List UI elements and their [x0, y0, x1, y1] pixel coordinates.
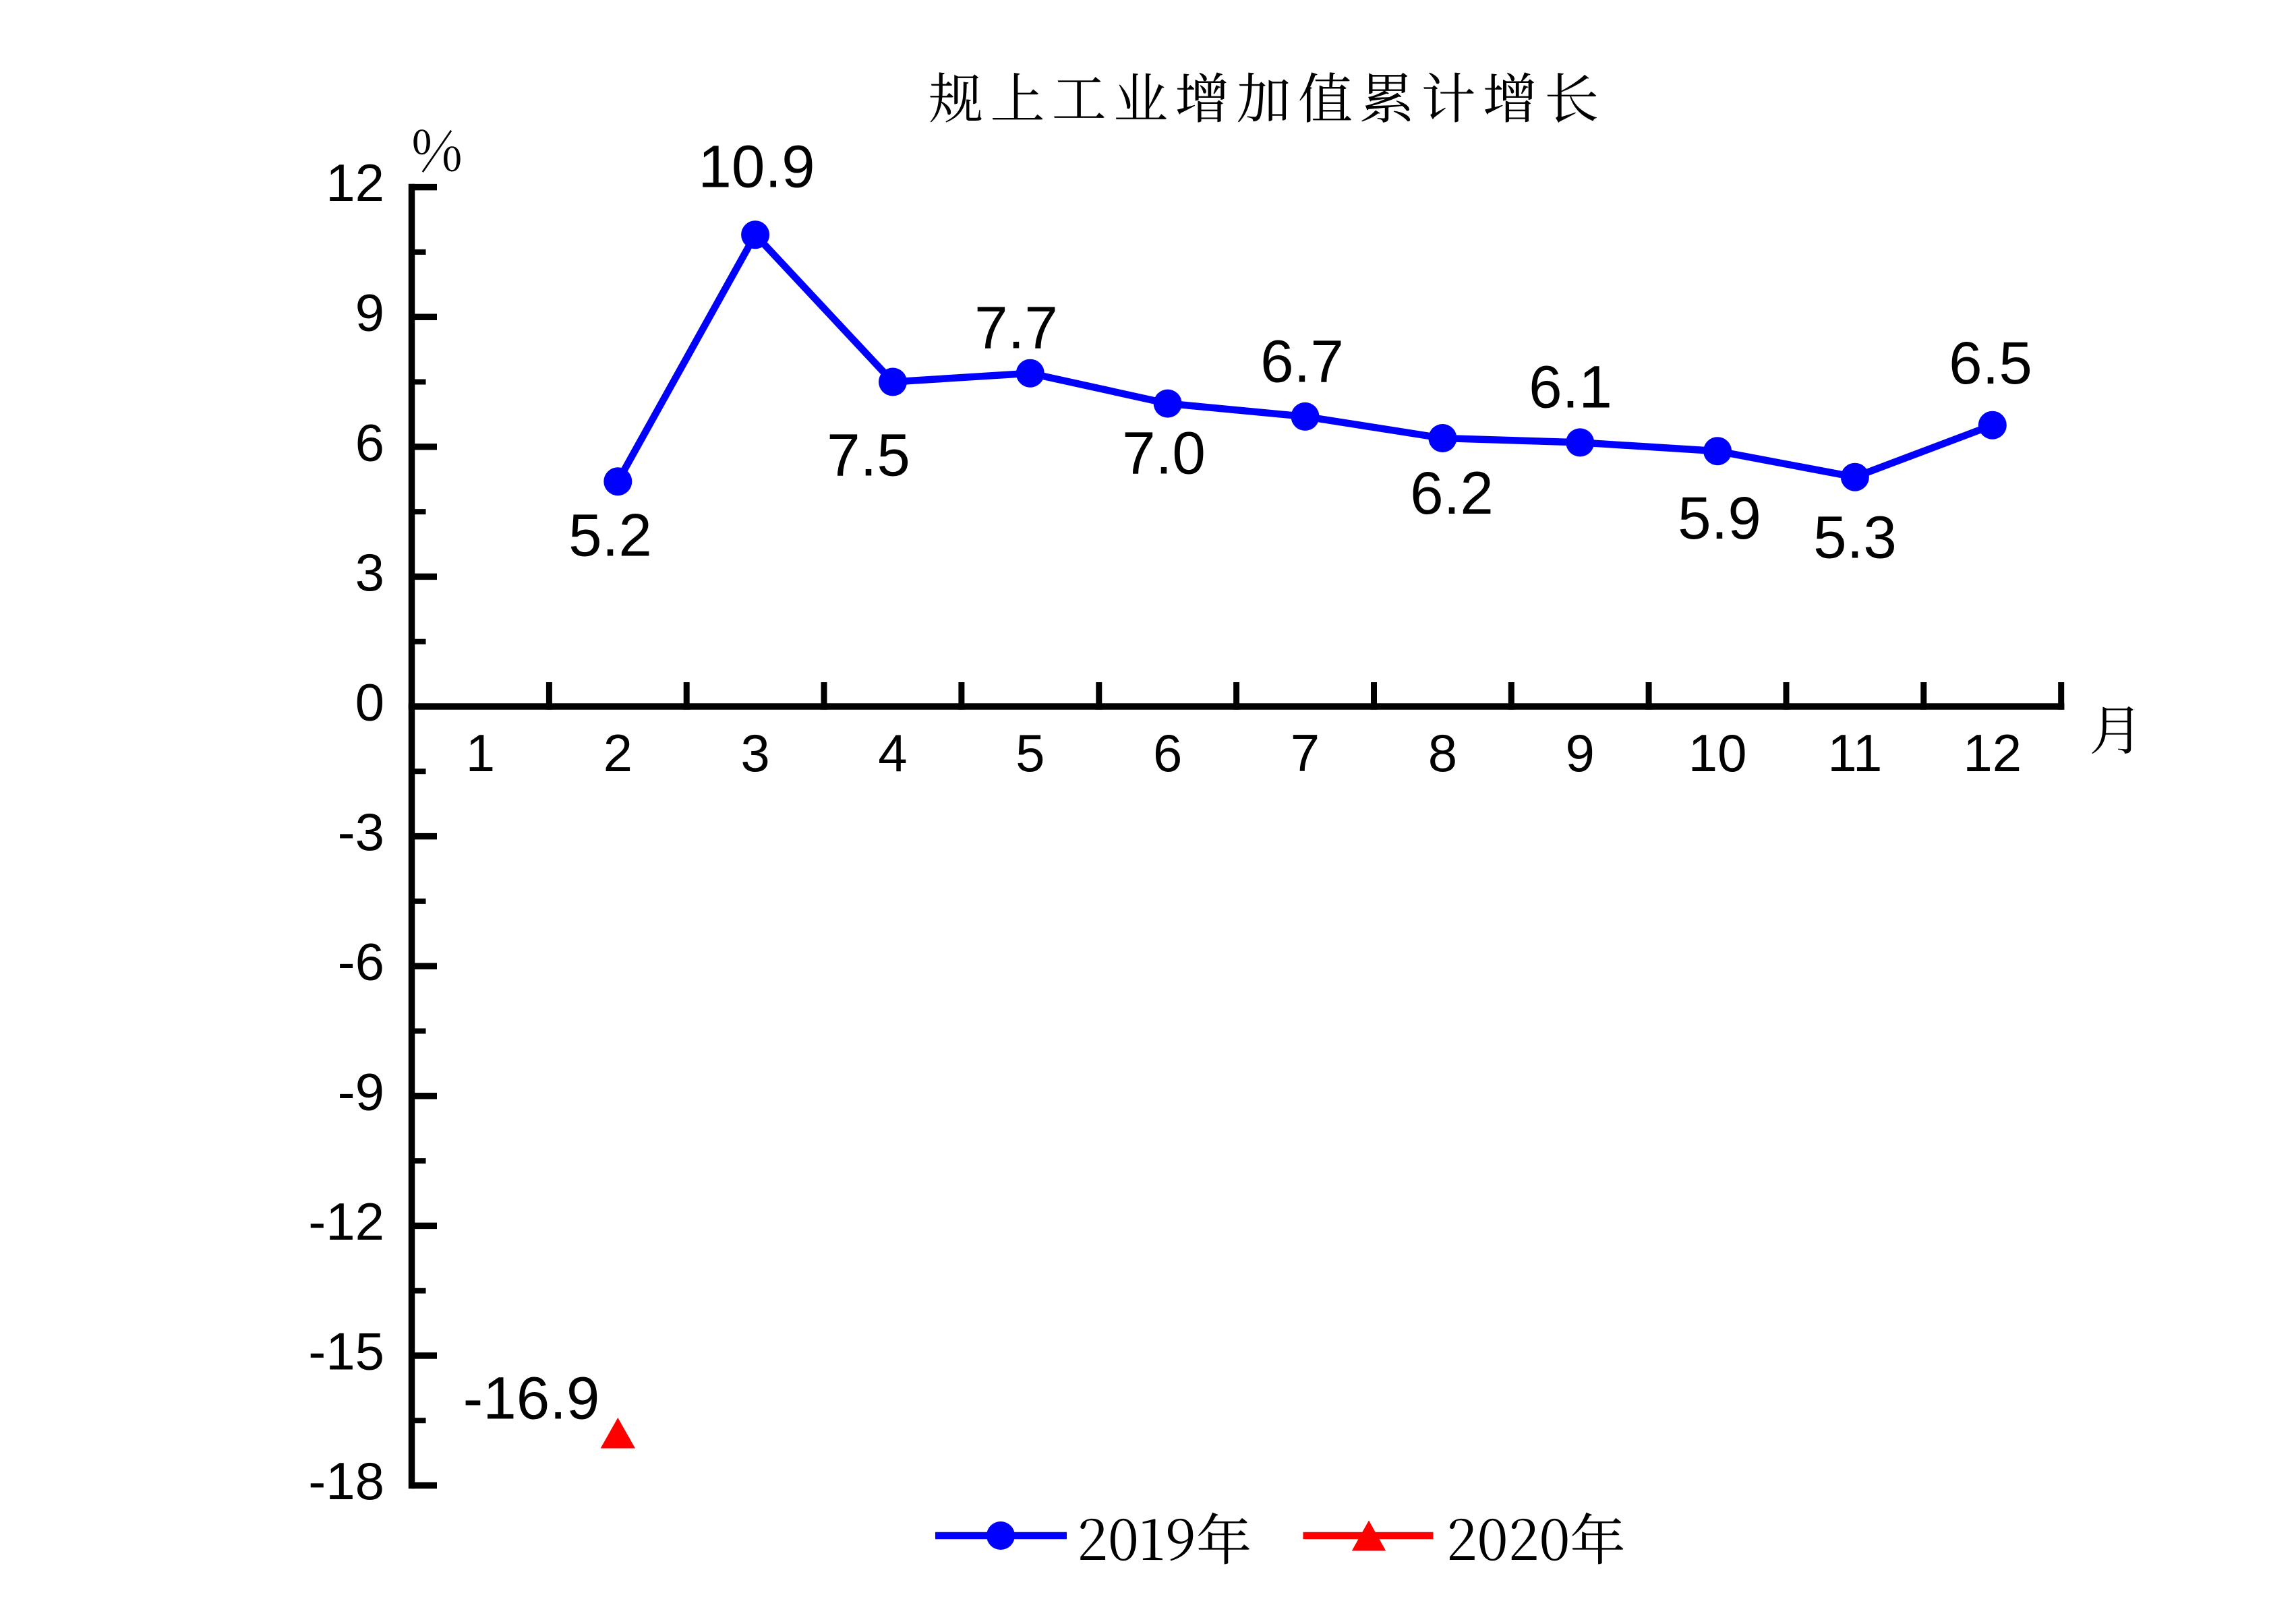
svg-text:4: 4	[878, 723, 907, 783]
svg-text:5: 5	[1015, 723, 1044, 783]
svg-text:-15: -15	[308, 1322, 384, 1381]
svg-text:0: 0	[355, 673, 384, 732]
svg-text:6: 6	[1153, 723, 1182, 783]
svg-text:-16.9: -16.9	[463, 1364, 600, 1432]
svg-text:12: 12	[1963, 723, 2022, 783]
svg-text:7.5: 7.5	[827, 421, 910, 489]
svg-text:7.7: 7.7	[974, 294, 1058, 361]
svg-text:5.3: 5.3	[1813, 504, 1897, 571]
svg-text:6.2: 6.2	[1410, 459, 1494, 526]
svg-text:3: 3	[740, 723, 769, 783]
svg-text:10.9: 10.9	[698, 133, 815, 200]
svg-text:-6: -6	[338, 932, 384, 992]
svg-text:2: 2	[604, 723, 632, 783]
svg-text:6.7: 6.7	[1260, 328, 1344, 395]
svg-text:-9: -9	[338, 1062, 384, 1121]
svg-text:6.5: 6.5	[1949, 329, 2032, 396]
svg-text:-3: -3	[338, 802, 384, 862]
svg-text:1: 1	[466, 723, 495, 783]
svg-text:5.9: 5.9	[1678, 484, 1761, 551]
svg-text:9: 9	[355, 283, 384, 342]
svg-text:-12: -12	[308, 1192, 384, 1251]
svg-text:-18: -18	[308, 1451, 384, 1511]
svg-text:6.1: 6.1	[1529, 353, 1612, 421]
svg-text:8: 8	[1428, 723, 1457, 783]
svg-text:12: 12	[326, 153, 384, 212]
svg-text:6: 6	[355, 413, 384, 472]
svg-text:7.0: 7.0	[1122, 419, 1206, 487]
svg-text:7: 7	[1291, 723, 1320, 783]
svg-text:5.2: 5.2	[568, 502, 652, 569]
svg-text:11: 11	[1827, 723, 1882, 783]
svg-text:9: 9	[1566, 723, 1595, 783]
svg-text:3: 3	[355, 543, 384, 602]
svg-text:10: 10	[1688, 723, 1747, 783]
